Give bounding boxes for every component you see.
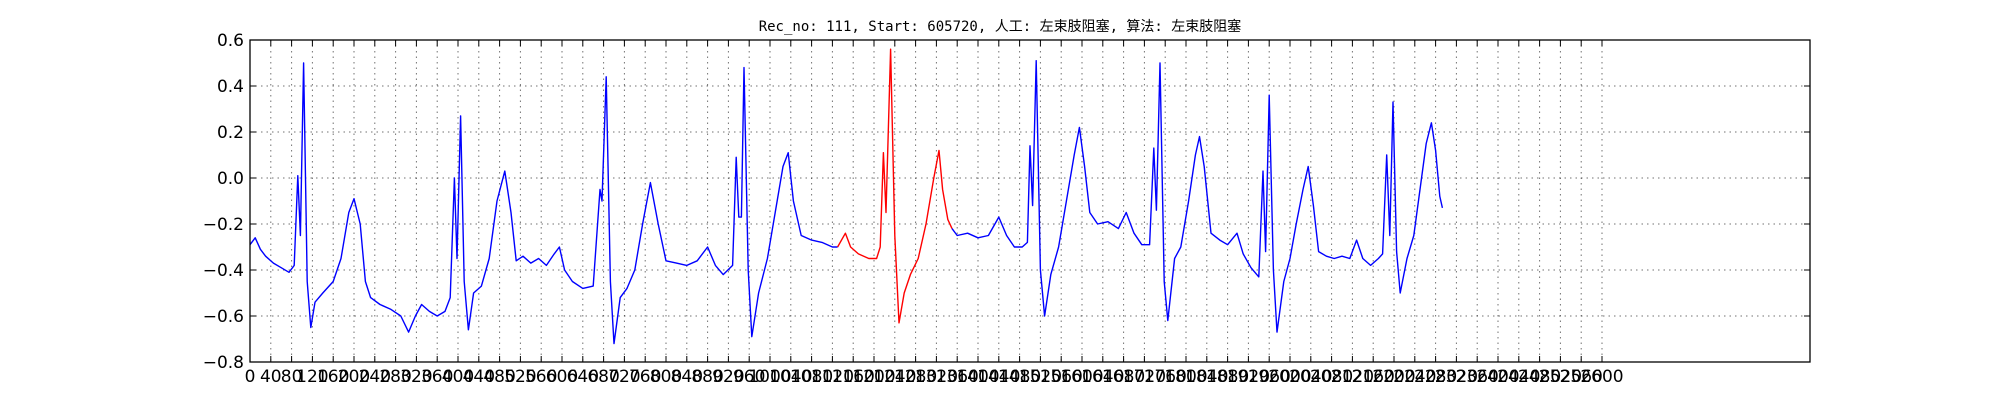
x-tick-label: 2520	[1539, 367, 1582, 387]
x-tick-label: 1720	[1123, 367, 1166, 387]
x-tick-label: 120	[296, 367, 328, 387]
x-tick-label: 800	[650, 367, 682, 387]
x-tick-label: 680	[587, 367, 619, 387]
x-tick-label: 1200	[852, 367, 895, 387]
x-tick-label: 2040	[1289, 367, 1332, 387]
y-tick-label: 0.0	[217, 169, 244, 189]
x-tick-label: 1040	[769, 367, 812, 387]
x-tick-label: 2280	[1414, 367, 1457, 387]
x-tick-label: 600	[546, 367, 578, 387]
x-tick-label: 1400	[956, 367, 999, 387]
x-tick-label: 1520	[1019, 367, 1062, 387]
x-tick-label: 200	[338, 367, 370, 387]
x-tick-label: 2480	[1518, 367, 1561, 387]
axes-frame	[249, 39, 1811, 363]
ecg-line-segment-1	[249, 62, 838, 345]
x-tick-label: 720	[608, 367, 640, 387]
x-tick-label: 880	[691, 367, 723, 387]
x-tick-label: 80	[281, 367, 303, 387]
y-tick-label: −0.6	[203, 307, 244, 327]
x-tick-label: 440	[463, 367, 495, 387]
x-tick-label: 360	[421, 367, 453, 387]
x-tick-label: 400	[442, 367, 474, 387]
x-tick-label: 840	[671, 367, 703, 387]
x-tick-label: 1880	[1206, 367, 1249, 387]
x-tick-label: 1000	[748, 367, 791, 387]
x-tick-label: 1080	[790, 367, 833, 387]
x-tick-label: 1560	[1040, 367, 1083, 387]
x-tick-label: 920	[712, 367, 744, 387]
y-tick-label: 0.6	[217, 31, 244, 51]
x-tick-label: 2240	[1393, 367, 1436, 387]
x-tick-label: 2440	[1497, 367, 1540, 387]
x-tick-label: 1240	[873, 367, 916, 387]
x-tick-label: 2560	[1560, 367, 1603, 387]
x-tick-label: 320	[400, 367, 432, 387]
y-tick-label: −0.4	[203, 261, 244, 281]
y-tick-label: −0.8	[203, 353, 244, 373]
ecg-line-segment-2	[836, 48, 953, 324]
x-tick-label: 1640	[1081, 367, 1124, 387]
x-tick-label: 2120	[1331, 367, 1374, 387]
x-tick-label: 2600	[1580, 367, 1623, 387]
chart-title: Rec_no: 111, Start: 605720, 人工: 左束肢阻塞, 算…	[759, 18, 1242, 35]
x-tick-label: 560	[525, 367, 557, 387]
x-tick-label: 1160	[832, 367, 875, 387]
x-tick-label: 2360	[1456, 367, 1499, 387]
x-tick-label: 1920	[1227, 367, 1270, 387]
x-tick-label: 1440	[977, 367, 1020, 387]
x-tick-label: 240	[359, 367, 391, 387]
x-tick-label: 280	[379, 367, 411, 387]
x-tick-label: 160	[317, 367, 349, 387]
x-tick-label: 2400	[1476, 367, 1519, 387]
x-tick-label: 1760	[1144, 367, 1187, 387]
x-tick-label: 1280	[894, 367, 937, 387]
grid-lines	[249, 39, 1810, 363]
x-tick-label: 1360	[936, 367, 979, 387]
y-tick-label: 0.4	[217, 77, 244, 97]
ecg-series	[249, 48, 1444, 345]
x-tick-label: 1600	[1060, 367, 1103, 387]
x-tick-label: 1320	[915, 367, 958, 387]
x-tick-label: 2200	[1372, 367, 1415, 387]
x-tick-label: 1120	[811, 367, 854, 387]
y-tick-label: −0.2	[203, 215, 244, 235]
x-tick-label: 2160	[1352, 367, 1395, 387]
y-tick-label: 0.2	[217, 123, 244, 143]
ecg-line-segment-3	[951, 60, 1444, 333]
x-tick-label: 960	[733, 367, 765, 387]
x-tick-label: 1800	[1164, 367, 1207, 387]
x-tick-label: 1680	[1102, 367, 1145, 387]
x-tick-label: 40	[260, 367, 282, 387]
x-tick-label: 1480	[998, 367, 1041, 387]
x-tick-label: 2080	[1310, 367, 1353, 387]
x-tick-label: 2320	[1435, 367, 1478, 387]
x-tick-label: 480	[483, 367, 515, 387]
axis-ticks: −0.8−0.6−0.4−0.20.00.20.40.60 40 801201602…	[203, 31, 1810, 387]
x-tick-label: 1840	[1185, 367, 1228, 387]
x-tick-label: 2000	[1268, 367, 1311, 387]
x-tick-label: 0	[245, 367, 256, 387]
x-tick-label: 640	[567, 367, 599, 387]
x-tick-label: 1960	[1248, 367, 1291, 387]
x-tick-label: 520	[504, 367, 536, 387]
x-tick-label: 760	[629, 367, 661, 387]
